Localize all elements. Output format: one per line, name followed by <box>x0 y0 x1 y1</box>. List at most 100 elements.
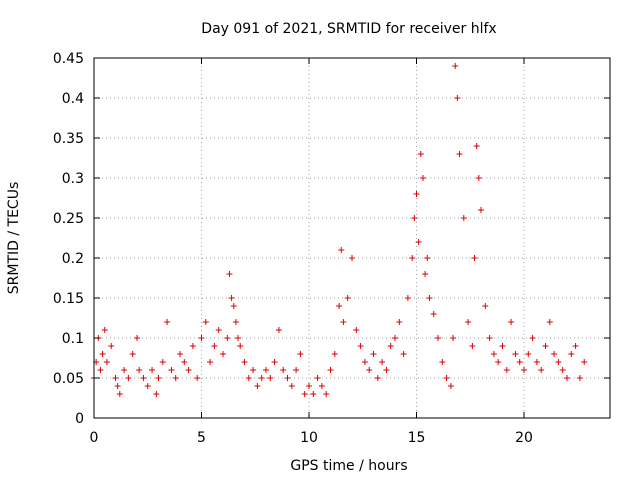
data-point <box>415 239 422 245</box>
data-point <box>516 359 523 365</box>
data-point <box>475 175 482 181</box>
data-point <box>189 343 196 349</box>
data-point <box>404 295 411 301</box>
data-point <box>202 319 209 325</box>
data-point <box>529 335 536 341</box>
chart-title: Day 091 of 2021, SRMTID for receiver hlf… <box>201 21 496 37</box>
data-point <box>336 303 343 309</box>
data-point <box>129 351 136 357</box>
data-point <box>538 367 545 373</box>
data-point <box>439 359 446 365</box>
data-point <box>533 359 540 365</box>
data-point <box>419 175 426 181</box>
data-point <box>435 335 441 341</box>
data-point <box>103 359 110 365</box>
data-point <box>454 95 461 101</box>
data-point <box>452 63 459 69</box>
data-point <box>220 351 226 357</box>
data-point <box>564 375 570 381</box>
data-point <box>293 367 300 373</box>
data-point <box>284 375 291 381</box>
data-point <box>297 351 304 357</box>
data-point <box>426 295 433 301</box>
data-point <box>185 367 192 373</box>
data-point <box>495 359 502 365</box>
data-point <box>409 255 416 261</box>
data-point <box>172 375 179 381</box>
data-point <box>153 391 160 397</box>
data-point <box>108 343 115 349</box>
data-point <box>267 375 274 381</box>
data-point <box>503 367 510 373</box>
data-point <box>482 303 489 309</box>
data-point <box>370 351 377 357</box>
data-point <box>254 383 261 389</box>
data-point <box>235 335 242 341</box>
data-point <box>159 359 166 365</box>
data-point <box>353 327 360 333</box>
x-axis-label: GPS time / hours <box>290 458 407 474</box>
data-point <box>555 359 562 365</box>
y-tick-label: 0.1 <box>62 331 84 347</box>
data-point <box>357 343 364 349</box>
data-point <box>301 391 308 397</box>
data-point <box>306 383 312 389</box>
data-point <box>478 207 484 213</box>
data-point <box>400 351 407 357</box>
y-tick-label: 0.35 <box>53 131 84 147</box>
data-point <box>224 335 231 341</box>
data-point <box>331 351 338 357</box>
data-point <box>411 215 418 221</box>
data-point <box>177 351 183 357</box>
data-point <box>140 375 147 381</box>
data-point <box>456 151 463 157</box>
data-point <box>430 311 437 317</box>
data-point <box>250 367 257 373</box>
data-point <box>112 375 119 381</box>
data-point <box>576 375 583 381</box>
data-point <box>349 255 355 261</box>
data-point <box>521 367 527 373</box>
data-points <box>91 63 588 397</box>
data-point <box>546 319 553 325</box>
data-point <box>499 343 506 349</box>
data-point <box>198 335 205 341</box>
y-axis-label: SRMTID / TECUs <box>6 182 22 295</box>
data-point <box>486 335 493 341</box>
y-tick-labels: 0 0.05 0.1 0.15 0.2 0.25 0.3 0.35 0.4 0.45 <box>53 51 84 427</box>
data-point <box>443 375 450 381</box>
data-point <box>114 383 121 389</box>
data-point <box>568 351 575 357</box>
data-point <box>490 351 497 357</box>
data-point <box>232 319 239 325</box>
data-point <box>280 367 287 373</box>
data-point <box>125 375 132 381</box>
data-point <box>327 367 334 373</box>
data-point <box>314 375 321 381</box>
data-point <box>230 303 237 309</box>
data-point <box>379 359 386 365</box>
y-tick-label: 0.15 <box>53 291 84 307</box>
data-point <box>101 327 108 333</box>
data-point <box>155 375 162 381</box>
data-point <box>344 295 351 301</box>
data-point <box>97 367 104 373</box>
y-tick-label: 0.05 <box>53 371 84 387</box>
x-tick-label: 10 <box>300 430 318 446</box>
plot-frame <box>93 57 611 419</box>
y-tick-label: 0.3 <box>62 171 84 187</box>
x-tick-label: 0 <box>90 430 99 446</box>
data-point <box>149 367 156 373</box>
data-point <box>338 247 345 253</box>
data-point <box>469 343 476 349</box>
data-point <box>374 375 381 381</box>
data-point <box>392 335 398 341</box>
data-point <box>460 215 467 221</box>
y-tick-label: 0.4 <box>62 91 84 107</box>
data-point <box>99 351 106 357</box>
data-point <box>275 327 282 333</box>
data-point <box>181 359 188 365</box>
data-point <box>164 319 171 325</box>
data-point <box>424 255 431 261</box>
x-tick-labels: 0 5 10 15 20 <box>90 430 533 446</box>
